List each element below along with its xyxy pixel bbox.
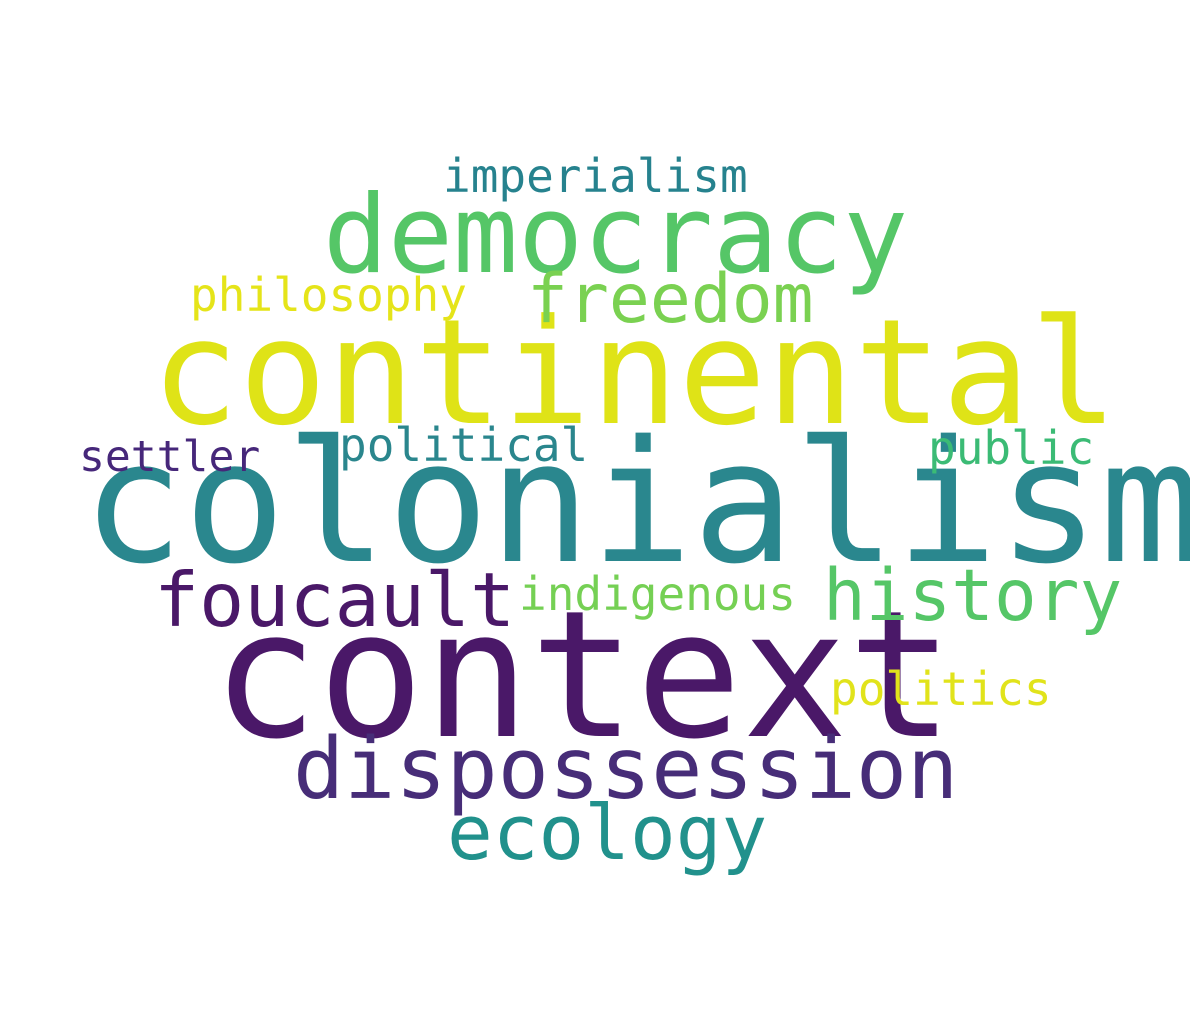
word-settler: settler — [79, 432, 261, 482]
word-foucault: foucault — [154, 556, 516, 644]
word-freedom: freedom — [527, 260, 814, 339]
word-context: context — [212, 573, 954, 778]
word-politics: politics — [830, 662, 1052, 716]
word-colonialism: colonialism — [82, 404, 1190, 601]
word-public: public — [928, 421, 1095, 475]
word-democracy: democracy — [323, 173, 909, 298]
word-political: political — [339, 418, 589, 472]
word-indigenous: indigenous — [519, 567, 796, 621]
word-ecology: ecology — [447, 788, 768, 877]
word-imperialism: imperialism — [443, 149, 748, 203]
word-philosophy: philosophy — [190, 268, 467, 322]
word-dispossession: dispossession — [293, 720, 959, 819]
word-continental: continental — [151, 288, 1118, 458]
word-history: history — [823, 554, 1123, 637]
